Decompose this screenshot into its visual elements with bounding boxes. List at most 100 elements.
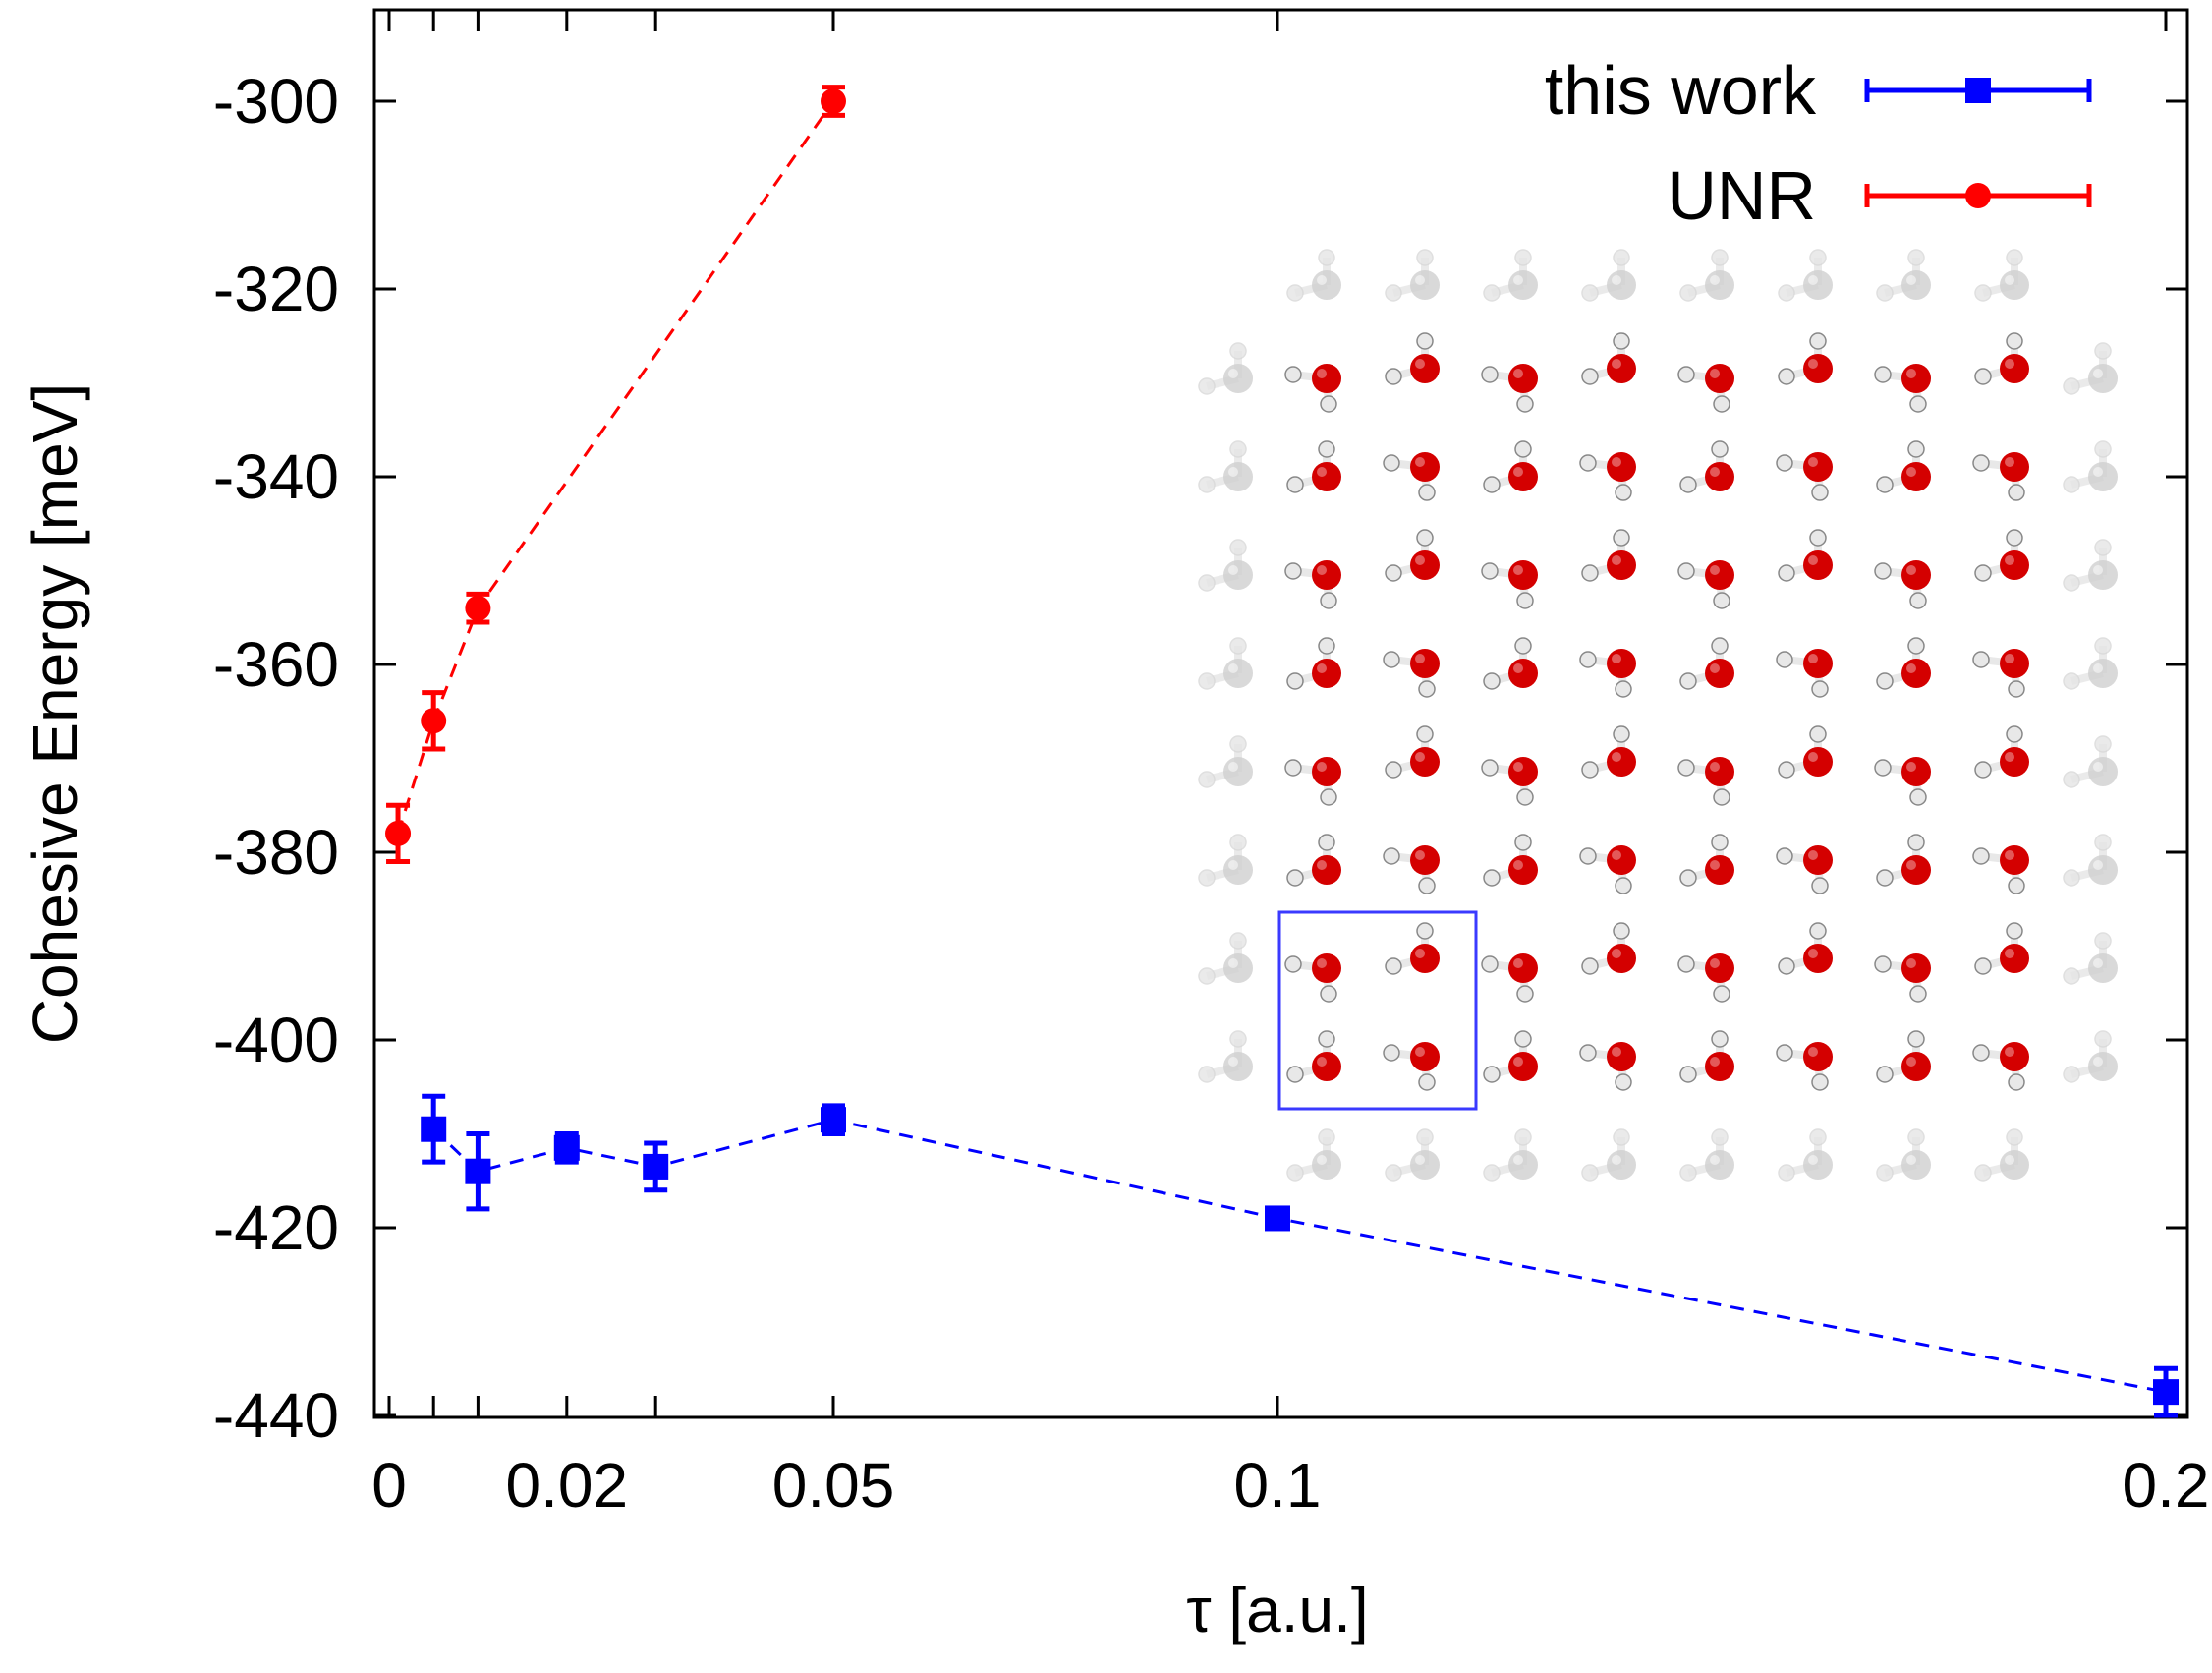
atom-highlight: [1808, 654, 1818, 663]
hydrogen-atom: [1711, 1128, 1729, 1146]
hydrogen-atom: [1483, 1164, 1501, 1182]
hydrogen-atom: [1811, 680, 1829, 698]
hydrogen-atom: [1416, 332, 1434, 350]
oxygen-atom: [2088, 757, 2118, 786]
hydrogen-atom: [1874, 562, 1892, 580]
oxygen-atom: [1705, 659, 1734, 688]
hydrogen-atom: [2094, 1030, 2112, 1048]
water-molecule: [1776, 845, 1833, 894]
hydrogen-atom: [1483, 869, 1501, 887]
legend-entry: UNR: [1667, 157, 2092, 234]
oxygen-atom: [1803, 354, 1833, 383]
oxygen-atom: [1705, 757, 1734, 786]
oxygen-atom: [2000, 1150, 2029, 1180]
atom-highlight: [1317, 1155, 1327, 1165]
data-point: [1265, 1205, 1290, 1232]
data-point: [465, 591, 491, 625]
hydrogen-atom: [1776, 847, 1793, 865]
data-point-marker: [421, 1116, 447, 1142]
y-tick-label: -340: [213, 441, 339, 512]
hydrogen-atom: [1876, 476, 1894, 493]
hydrogen-atom: [1907, 1030, 1925, 1048]
hydrogen-atom: [1383, 847, 1400, 865]
oxygen-atom: [2088, 659, 2118, 688]
faded-molecule: [2063, 637, 2118, 690]
hydrogen-atom: [2094, 637, 2112, 655]
hydrogen-atom: [1286, 672, 1304, 690]
oxygen-atom: [1705, 1052, 1734, 1081]
atom-highlight: [2005, 654, 2014, 663]
legend-label: this work: [1545, 52, 1817, 129]
oxygen-atom: [2000, 845, 2029, 875]
oxygen-atom: [1803, 845, 1833, 875]
hydrogen-atom: [1974, 957, 1992, 975]
oxygen-atom: [1508, 659, 1538, 688]
data-point-marker: [821, 88, 846, 114]
oxygen-atom: [1803, 1150, 1833, 1180]
hydrogen-atom: [1481, 955, 1499, 973]
hydrogen-atom: [1229, 834, 1247, 851]
hydrogen-atom: [1907, 1128, 1925, 1146]
series-line: [396, 100, 835, 835]
oxygen-atom: [1508, 364, 1538, 393]
oxygen-atom: [1312, 1052, 1341, 1081]
hydrogen-atom: [1286, 476, 1304, 493]
hydrogen-atom: [2008, 877, 2025, 894]
y-tick-label: -300: [213, 66, 339, 137]
oxygen-atom: [1901, 659, 1931, 688]
hydrogen-atom: [1418, 680, 1436, 698]
atom-highlight: [1808, 555, 1818, 565]
atom-highlight: [2093, 958, 2103, 968]
hydrogen-atom: [1874, 955, 1892, 973]
legend-label: UNR: [1667, 157, 1816, 234]
hydrogen-atom: [1385, 957, 1402, 975]
water-molecule: [1876, 637, 1931, 690]
atom-highlight: [1415, 752, 1425, 762]
oxygen-atom: [1312, 953, 1341, 983]
hydrogen-atom: [1711, 440, 1729, 458]
water-molecule: [1284, 560, 1341, 609]
oxygen-atom: [1410, 944, 1440, 973]
hydrogen-atom: [1198, 574, 1216, 592]
oxygen-atom: [2000, 944, 2029, 973]
hydrogen-atom: [1974, 284, 1992, 302]
oxygen-atom: [1223, 757, 1253, 786]
oxygen-atom: [1901, 1052, 1931, 1081]
hydrogen-atom: [1909, 592, 1927, 609]
hydrogen-atom: [1514, 1128, 1532, 1146]
faded-molecule: [1286, 249, 1341, 302]
atom-highlight: [1710, 565, 1720, 575]
water-molecule: [1679, 834, 1734, 887]
faded-molecule: [1483, 1128, 1538, 1182]
hydrogen-atom: [1972, 651, 1990, 668]
atom-highlight: [1906, 958, 1916, 968]
data-point-marker: [643, 1153, 669, 1180]
atom-highlight: [1612, 1047, 1621, 1057]
hydrogen-atom: [2094, 932, 2112, 950]
water-molecule: [1776, 452, 1833, 501]
atom-highlight: [1710, 762, 1720, 772]
data-point: [821, 85, 846, 118]
oxygen-atom: [2000, 354, 2029, 383]
hydrogen-atom: [1320, 788, 1337, 806]
hydrogen-atom: [1907, 637, 1925, 655]
hydrogen-atom: [1677, 366, 1695, 383]
hydrogen-atom: [1581, 368, 1599, 385]
faded-molecule: [2063, 1030, 2118, 1083]
faded-molecule: [1679, 1128, 1734, 1182]
water-molecule: [1385, 332, 1440, 385]
hydrogen-atom: [1876, 1066, 1894, 1083]
hydrogen-atom: [1778, 1164, 1795, 1182]
atom-highlight: [1228, 1057, 1238, 1067]
hydrogen-atom: [1679, 1164, 1697, 1182]
oxygen-atom: [1508, 270, 1538, 300]
y-tick-label: -420: [213, 1192, 339, 1263]
atom-highlight: [1228, 663, 1238, 673]
water-molecule: [1383, 1042, 1440, 1091]
atom-highlight: [1808, 275, 1818, 285]
water-molecule: [1874, 364, 1931, 413]
atom-highlight: [1228, 369, 1238, 378]
hydrogen-atom: [2006, 922, 2023, 940]
hydrogen-atom: [1679, 869, 1697, 887]
oxygen-atom: [1223, 364, 1253, 393]
